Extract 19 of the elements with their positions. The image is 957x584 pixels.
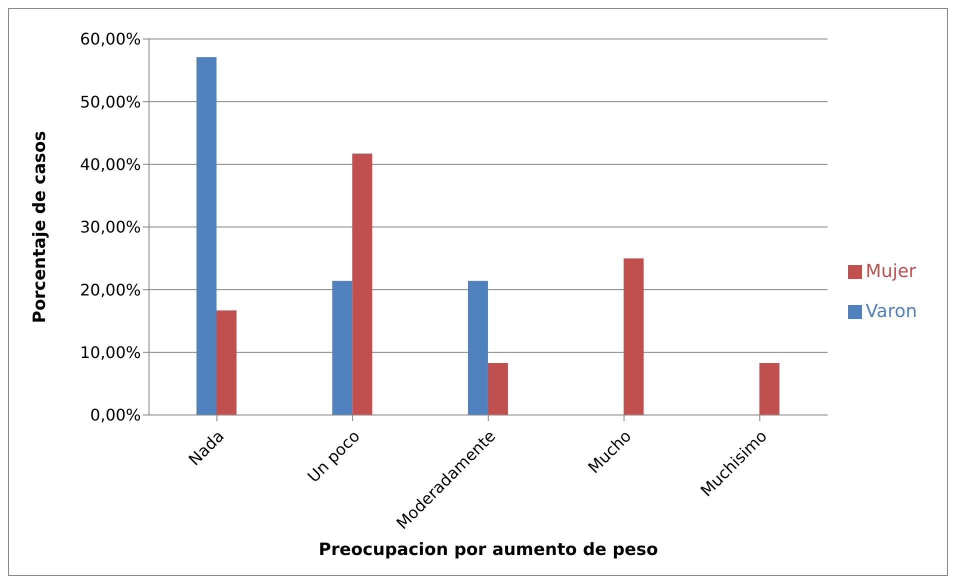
bar [352, 154, 372, 415]
bar [468, 280, 488, 415]
bar [332, 280, 352, 415]
bar [759, 362, 780, 415]
y-tick-label: 60,00% [80, 30, 141, 49]
bar [624, 258, 644, 415]
x-axis-title: Preocupacion por aumento de peso [318, 540, 658, 560]
y-tick-label: 0,00% [90, 406, 141, 425]
legend-label: Varon [866, 301, 917, 322]
y-tick-label: 50,00% [80, 92, 141, 112]
bar [196, 57, 217, 415]
y-tick-label: 10,00% [80, 343, 141, 362]
y-tick-label: 30,00% [80, 218, 141, 237]
y-tick-label: 20,00% [80, 280, 141, 300]
y-axis-title: Porcentaje de casos [30, 130, 50, 324]
bar [488, 362, 508, 415]
y-tick-label: 40,00% [80, 155, 141, 174]
bar [216, 310, 237, 415]
legend-label: Mujer [866, 261, 916, 282]
